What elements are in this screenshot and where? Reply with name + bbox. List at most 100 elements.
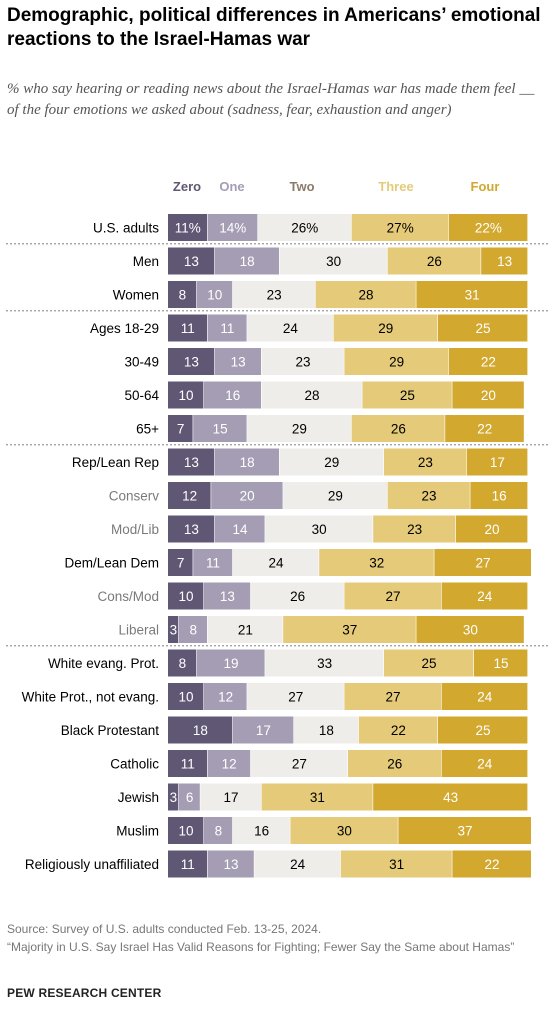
bar-segment-two	[258, 214, 351, 241]
data-label-three: 23	[421, 489, 436, 504]
bar-segment-zero	[168, 549, 193, 576]
data-label-two: 27	[288, 690, 303, 705]
bar-segment-two	[261, 348, 344, 375]
bar-segment-three	[358, 716, 438, 744]
data-label-two: 33	[317, 656, 332, 671]
data-label-three: 25	[421, 656, 436, 671]
data-label-zero: 13	[184, 355, 199, 370]
data-label-three: 23	[407, 522, 422, 537]
bar-segment-four	[452, 850, 531, 878]
bar-segment-one	[214, 348, 261, 375]
data-label-two: 23	[267, 288, 282, 303]
data-label-zero: 11%	[175, 221, 201, 236]
data-label-four: 25	[475, 723, 490, 738]
legend-label-two: Two	[289, 179, 314, 194]
data-label-four: 43	[443, 790, 458, 805]
data-label-zero: 8	[179, 288, 187, 303]
bar-segment-zero	[168, 381, 204, 409]
data-label-two: 16	[254, 824, 269, 839]
data-label-four: 37	[457, 824, 472, 839]
data-label-zero: 8	[179, 656, 187, 671]
bar-segment-zero	[168, 783, 179, 811]
bar-segment-zero	[168, 750, 207, 777]
bar-segment-three	[344, 348, 449, 375]
bar-segment-three	[344, 582, 441, 610]
bar-segment-zero	[168, 582, 204, 610]
bar-segment-three	[315, 281, 416, 308]
bar-segment-zero	[168, 247, 215, 275]
bar-segment-one	[207, 850, 254, 878]
data-label-one: 12	[218, 690, 233, 705]
row-label: 65+	[136, 422, 159, 437]
bar-segment-two	[200, 783, 261, 811]
bar-segment-zero	[168, 314, 207, 342]
data-label-one: 13	[223, 857, 238, 872]
data-label-one: 13	[231, 355, 246, 370]
data-label-three: 28	[358, 288, 373, 303]
data-label-one: 8	[189, 623, 197, 638]
bar-segment-three	[384, 649, 474, 677]
data-label-zero: 11	[181, 757, 195, 772]
row-label: Dem/Lean Dem	[64, 556, 159, 571]
bar-segment-four	[448, 348, 528, 375]
bar-segment-three	[261, 783, 373, 811]
data-label-one: 16	[225, 388, 240, 403]
data-label-one: 11	[220, 321, 234, 336]
data-label-three: 26	[387, 757, 402, 772]
data-label-one: 17	[256, 723, 271, 738]
row-label: U.S. adults	[93, 221, 159, 236]
bar-segment-one	[178, 616, 207, 643]
data-label-four: 22	[481, 355, 496, 370]
bar-segment-four	[452, 381, 524, 409]
data-label-zero: 13	[184, 455, 199, 470]
bar-segment-zero	[168, 415, 193, 442]
bar-segment-four	[448, 214, 528, 241]
bar-segment-zero	[168, 616, 179, 643]
bar-segment-three	[319, 549, 434, 576]
bar-segment-three	[340, 850, 452, 878]
data-label-zero: 18	[193, 723, 208, 738]
bar-segment-one	[178, 783, 200, 811]
data-label-zero: 7	[177, 556, 185, 571]
bar-segment-zero	[168, 214, 207, 241]
data-label-four: 31	[465, 288, 480, 303]
data-label-zero: 11	[181, 321, 195, 336]
bar-segment-one	[196, 281, 233, 308]
bar-segment-one	[204, 817, 233, 844]
bar-segment-zero	[168, 515, 215, 543]
data-label-three: 31	[310, 790, 325, 805]
data-label-three: 29	[378, 321, 393, 336]
source-note: Source: Survey of U.S. adults conducted …	[7, 922, 322, 936]
data-label-three: 27	[385, 589, 400, 604]
data-label-one: 12	[222, 757, 237, 772]
bar-segment-three	[362, 381, 452, 409]
row-label: Women	[113, 288, 159, 303]
bar-segment-one	[211, 482, 283, 509]
data-label-four: 13	[497, 254, 512, 269]
row-label: Muslim	[116, 824, 159, 839]
data-label-one: 10	[207, 288, 222, 303]
row-label: Conserv	[109, 489, 160, 504]
bar-segment-four	[438, 314, 528, 342]
data-label-four: 15	[493, 656, 508, 671]
chart-subtitle: % who say hearing or reading news about …	[7, 81, 535, 118]
data-label-two: 21	[238, 623, 253, 638]
bar-segment-zero	[168, 348, 215, 375]
bar-segment-four	[481, 247, 528, 275]
bar-segment-zero	[168, 482, 211, 509]
data-label-four: 17	[490, 455, 505, 470]
bar-segment-three	[387, 482, 470, 509]
data-label-one: 11	[206, 556, 220, 571]
bar-segment-zero	[168, 817, 204, 844]
bar-segment-four	[438, 716, 528, 744]
legend-label-three: Three	[378, 179, 413, 194]
data-label-four: 24	[477, 757, 493, 772]
bar-segment-three	[348, 750, 441, 777]
data-label-one: 15	[213, 422, 228, 437]
data-label-one: 8	[215, 824, 223, 839]
data-label-four: 25	[475, 321, 490, 336]
data-label-four: 20	[481, 388, 496, 403]
bar-segment-four	[434, 549, 531, 576]
data-label-zero: 10	[178, 589, 193, 604]
row-label: Cons/Mod	[97, 589, 159, 604]
